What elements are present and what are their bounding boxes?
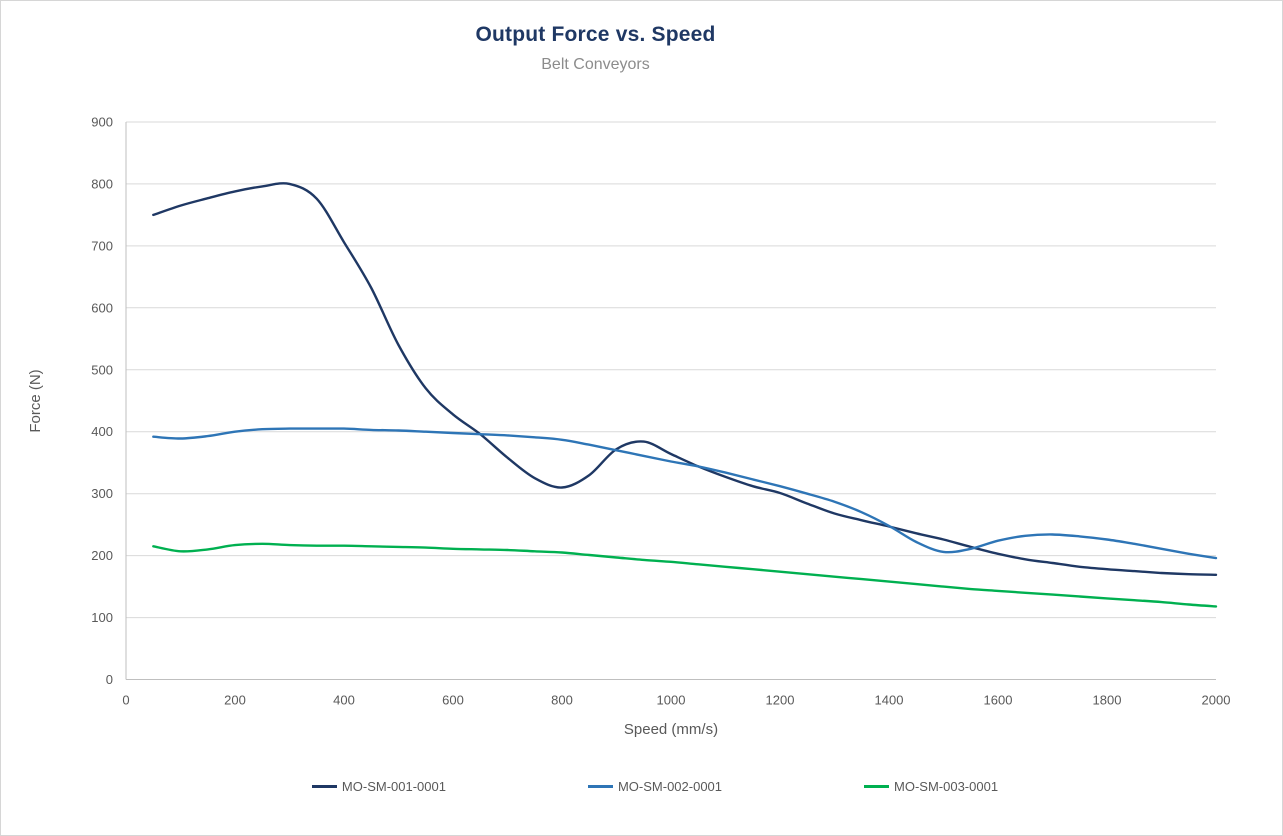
y-tick-800: 800 [91, 176, 113, 191]
y-tick-200: 200 [91, 548, 113, 563]
y-tick-300: 300 [91, 486, 113, 501]
x-tick-800: 800 [551, 693, 573, 708]
y-tick-500: 500 [91, 362, 113, 377]
series-line-MO-SM-002-0001 [152, 427, 1218, 560]
y-tick-900: 900 [91, 115, 113, 130]
series-lines [152, 182, 1218, 608]
tick-labels: 0 100 200 300 400 500 600 700 800 900 0 200 400 600 80… [91, 115, 1230, 708]
y-tick-400: 400 [91, 424, 113, 439]
series-line-MO-SM-003-0001 [152, 542, 1218, 608]
x-tick-200: 200 [224, 693, 246, 708]
x-tick-0: 0 [122, 693, 129, 708]
x-tick-600: 600 [442, 693, 464, 708]
y-axis-title: Force (N) [27, 369, 44, 432]
legend-swatch-icon [864, 785, 890, 788]
axis-lines [125, 122, 1216, 680]
x-tick-1200: 1200 [766, 693, 795, 708]
legend-label: MO-SM-002-0001 [617, 779, 723, 794]
y-tick-600: 600 [91, 300, 113, 315]
legend: MO-SM-001-0001 MO-SM-002-0001 MO-SM-003-00… [1, 779, 1282, 794]
x-tick-400: 400 [333, 693, 355, 708]
x-axis-title: Speed (mm/s) [624, 721, 718, 738]
legend-swatch-icon [587, 785, 613, 788]
x-tick-1400: 1400 [875, 693, 904, 708]
x-tick-1600: 1600 [984, 693, 1013, 708]
legend-label: MO-SM-003-0001 [894, 779, 999, 794]
series-line-MO-SM-001-0001 [152, 182, 1218, 576]
legend-swatch-icon [311, 785, 337, 788]
chart-subtitle: Belt Conveyors [541, 56, 650, 73]
chart-title: Output Force vs. Speed [475, 23, 716, 46]
y-tick-100: 100 [91, 610, 113, 625]
x-tick-2000: 2000 [1202, 693, 1231, 708]
y-tick-0: 0 [106, 672, 113, 687]
x-tick-1800: 1800 [1093, 693, 1122, 708]
x-tick-1000: 1000 [657, 693, 686, 708]
y-tick-700: 700 [91, 238, 113, 253]
legend-item-MO-SM-001-0001[interactable]: MO-SM-001-0001 [311, 779, 446, 794]
legend-item-MO-SM-003-0001[interactable]: MO-SM-003-0001 [864, 779, 998, 794]
legend-label: MO-SM-001-0001 [341, 779, 446, 794]
gridlines [126, 121, 1216, 619]
legend-item-MO-SM-002-0001[interactable]: MO-SM-002-0001 [587, 779, 723, 794]
